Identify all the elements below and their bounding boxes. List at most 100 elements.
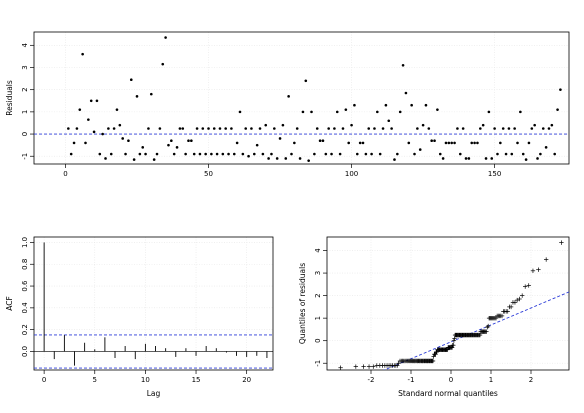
- residual-point: [172, 152, 176, 156]
- residual-point: [467, 157, 471, 160]
- residual-point: [129, 78, 133, 81]
- residual-point: [290, 152, 293, 156]
- residual-point: [215, 152, 219, 156]
- residual-point: [464, 157, 468, 160]
- qq-point: [434, 349, 439, 355]
- qq-point: [512, 300, 518, 305]
- residual-point: [513, 127, 516, 130]
- residual-point: [258, 127, 262, 130]
- qq-point: [452, 336, 457, 341]
- qq-point: [451, 338, 457, 343]
- residual-point: [473, 141, 476, 145]
- y-tick-label: 0.8: [21, 259, 29, 270]
- residual-point: [347, 141, 351, 145]
- residual-point: [353, 103, 356, 107]
- qq-point: [559, 240, 564, 245]
- qq-point: [536, 267, 541, 272]
- residual-point: [341, 127, 345, 130]
- residual-point: [227, 152, 230, 156]
- residual-point: [547, 127, 551, 130]
- residual-point: [261, 152, 265, 156]
- residual-point: [270, 152, 273, 156]
- y-tick-label: 1: [314, 316, 322, 320]
- residual-point: [284, 157, 288, 160]
- residual-point: [267, 157, 270, 160]
- residual-point: [95, 99, 99, 103]
- qq-point: [433, 352, 438, 357]
- qq-point: [499, 313, 505, 319]
- residual-point: [67, 127, 70, 130]
- residual-point: [221, 152, 225, 156]
- y-tick-label: 4: [21, 43, 29, 48]
- residual-point: [330, 152, 333, 156]
- residual-point: [444, 141, 448, 145]
- residual-point: [350, 123, 353, 127]
- residual-point: [484, 157, 488, 160]
- residual-point: [310, 110, 313, 114]
- residual-point: [335, 110, 339, 114]
- residual-point: [264, 123, 268, 127]
- y-tick-label: -1: [21, 153, 29, 160]
- residual-point: [521, 152, 525, 156]
- residual-point: [152, 158, 156, 161]
- x-tick-label: 0: [63, 170, 67, 178]
- residual-point: [421, 123, 425, 127]
- residual-point: [401, 63, 405, 67]
- residual-point: [461, 127, 465, 130]
- residual-point: [327, 127, 330, 130]
- residual-point: [413, 152, 416, 156]
- qq-point: [451, 343, 456, 348]
- residual-point: [187, 139, 190, 143]
- y-tick-label: 0.6: [21, 280, 29, 292]
- y-tick-label: 0.2: [21, 324, 29, 335]
- residual-point: [250, 127, 253, 130]
- residual-point: [304, 79, 308, 83]
- y-axis-title: ACF: [5, 296, 14, 311]
- residual-point: [247, 154, 250, 158]
- y-tick-label: 4: [314, 248, 322, 253]
- residual-point: [164, 36, 167, 39]
- residual-point: [510, 152, 514, 156]
- residual-point: [241, 152, 245, 156]
- residual-point: [479, 127, 482, 130]
- residual-point: [418, 148, 422, 151]
- residual-point: [373, 127, 376, 130]
- residual-point: [275, 157, 279, 160]
- plot-frame: [33, 31, 570, 165]
- y-tick-label: 0.4: [21, 302, 29, 314]
- qq-point: [338, 365, 343, 370]
- residual-point: [138, 152, 142, 156]
- residual-point: [224, 127, 227, 130]
- residual-point: [519, 110, 522, 114]
- residual-point: [178, 127, 182, 130]
- x-tick-label: 2: [529, 376, 533, 384]
- y-tick-label: 1.0: [21, 237, 29, 248]
- residual-point: [167, 143, 170, 147]
- residual-point: [378, 152, 382, 156]
- residual-point: [92, 130, 96, 134]
- residual-point: [456, 127, 459, 130]
- residual-point: [121, 137, 124, 140]
- qq-point: [431, 354, 436, 359]
- residual-point: [361, 141, 365, 145]
- residual-point: [107, 127, 110, 130]
- residual-point: [496, 152, 499, 156]
- residual-point: [115, 108, 119, 111]
- residual-point: [376, 110, 379, 114]
- residual-point: [450, 141, 454, 145]
- x-tick-label: -2: [368, 376, 375, 384]
- residual-point: [112, 127, 116, 130]
- residual-point: [430, 139, 433, 143]
- residual-point: [398, 110, 402, 114]
- qq-point: [519, 293, 525, 298]
- residual-point: [315, 127, 319, 130]
- residual-point: [416, 127, 419, 130]
- residual-point: [195, 127, 199, 130]
- residual-point: [490, 157, 494, 160]
- qq-point: [430, 358, 436, 364]
- y-tick-label: 2: [314, 293, 322, 297]
- residual-point: [333, 127, 336, 130]
- residual-point: [273, 127, 276, 130]
- residual-point: [559, 88, 562, 91]
- residual-point: [109, 152, 113, 156]
